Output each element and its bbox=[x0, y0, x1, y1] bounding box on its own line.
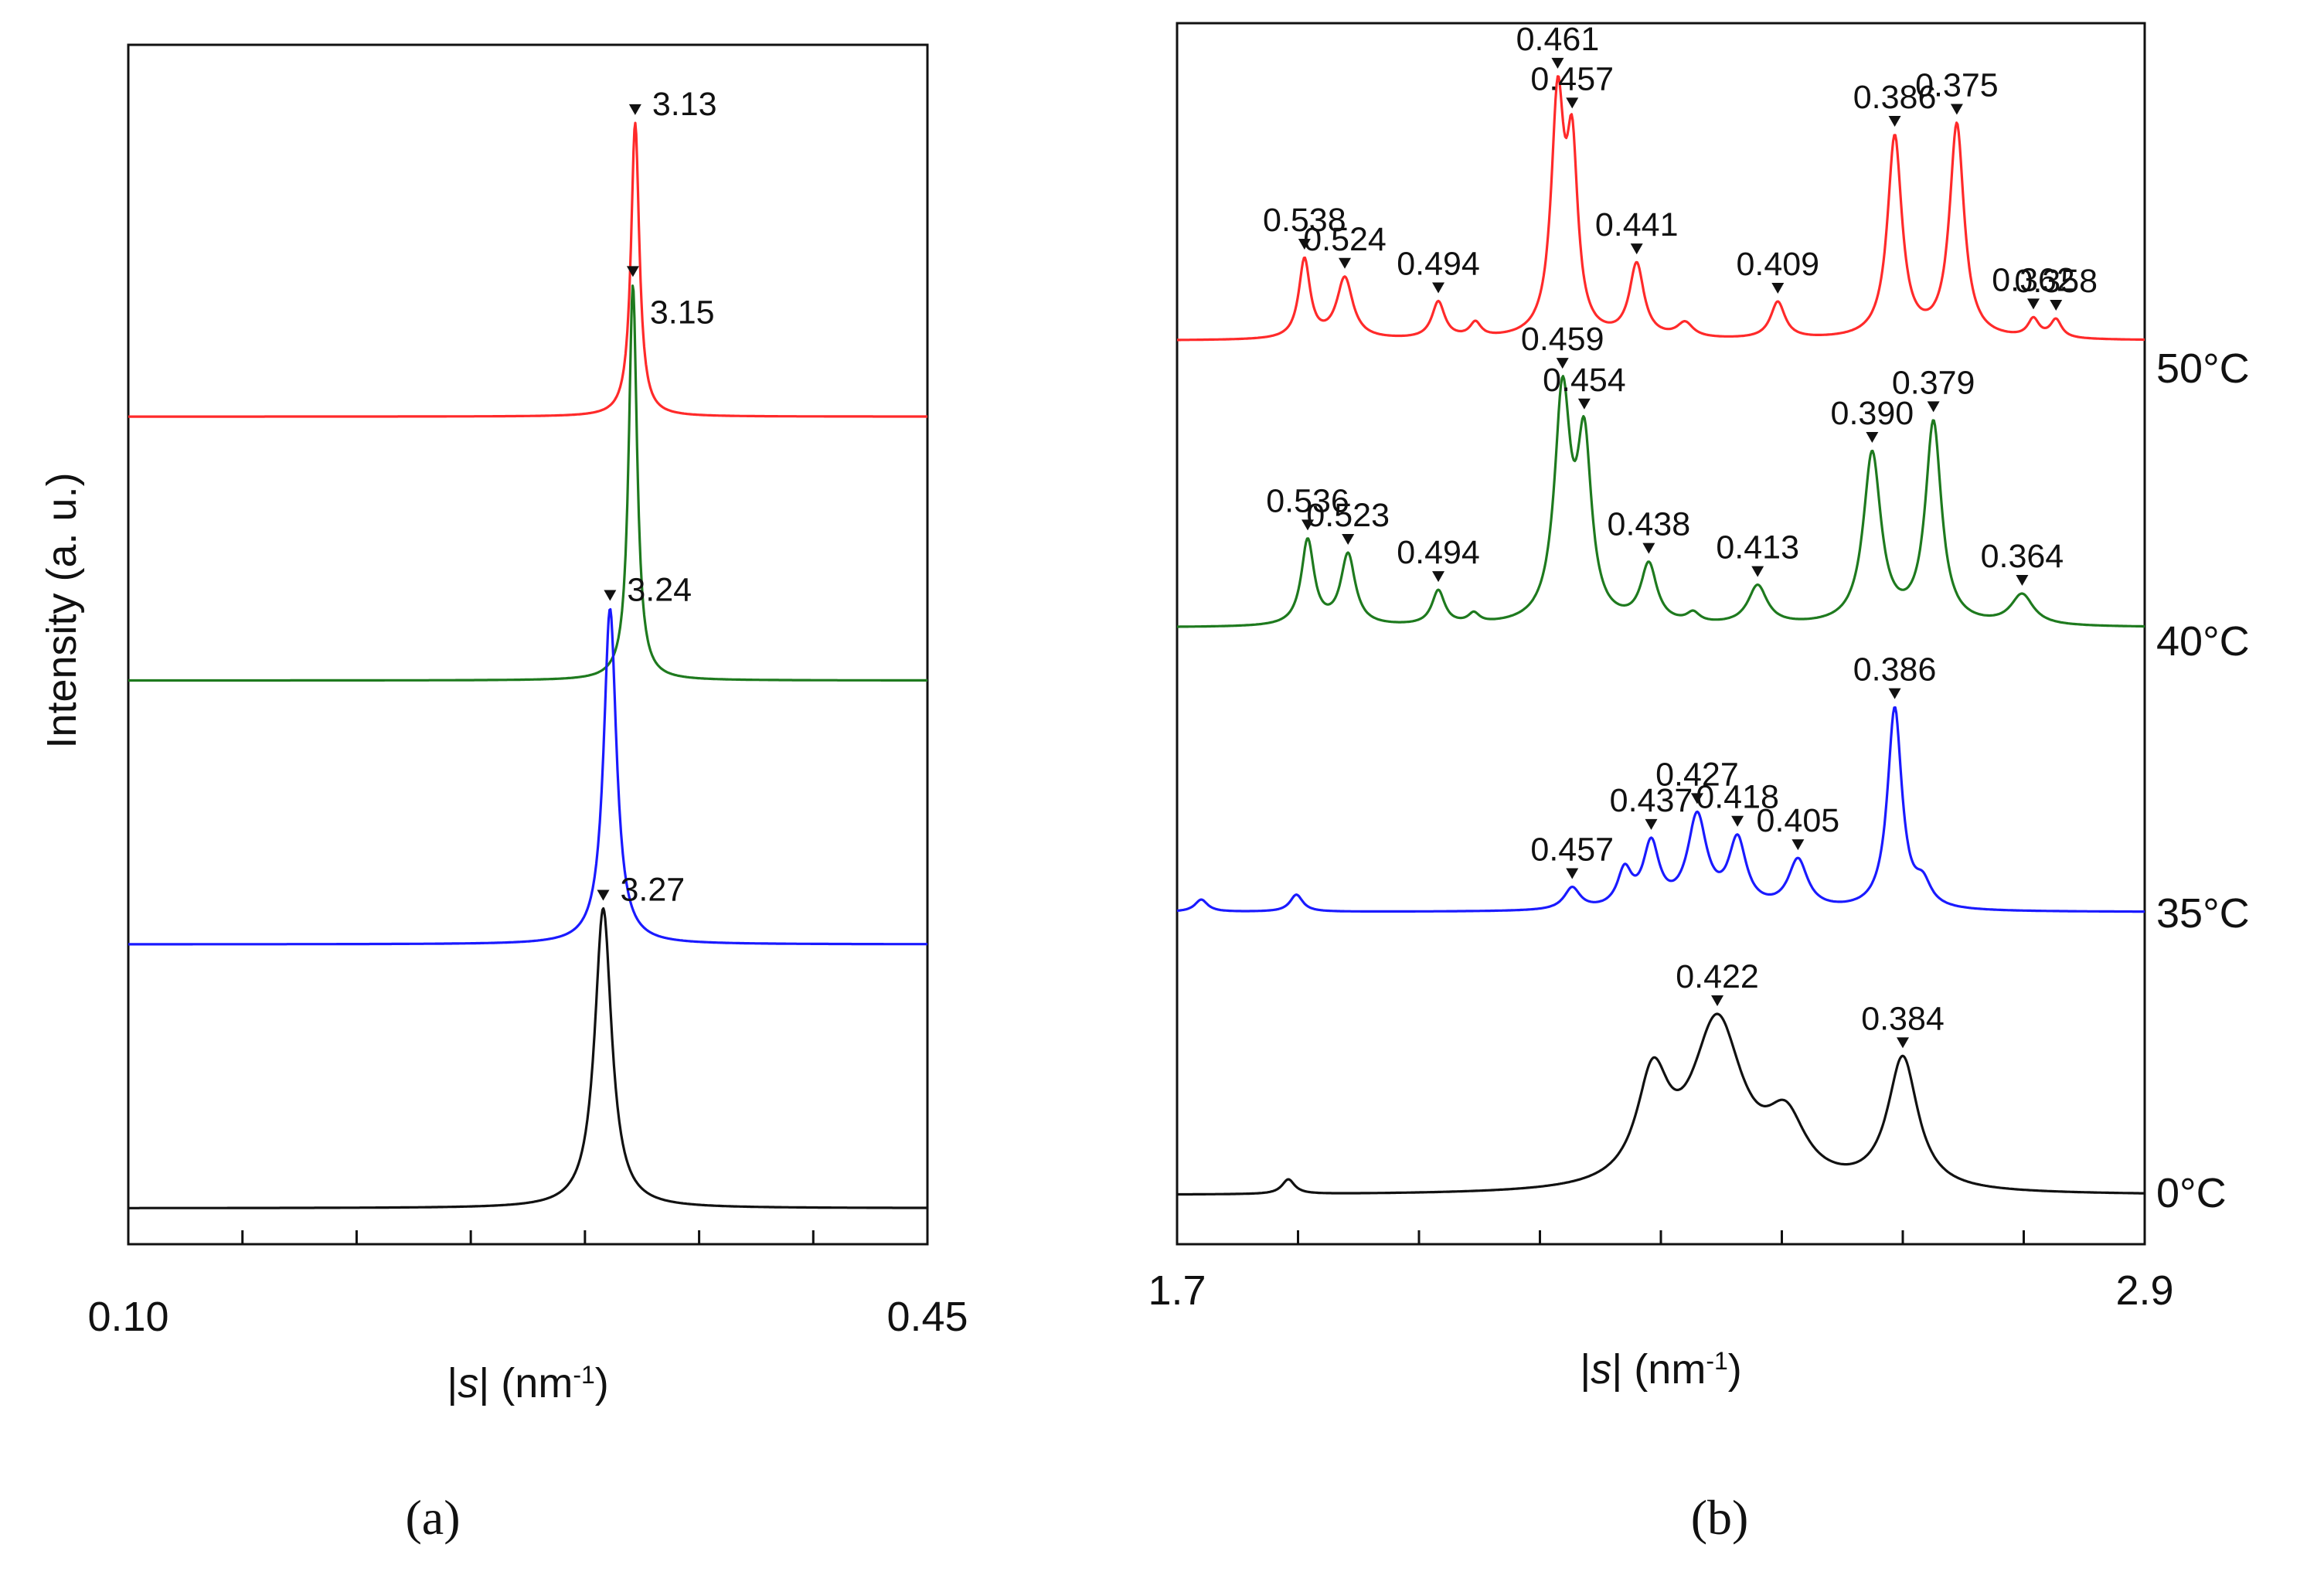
panel-a-label: (a) bbox=[405, 1490, 460, 1545]
peak-marker bbox=[1556, 358, 1569, 369]
peak-label: 0.457 bbox=[1530, 60, 1614, 97]
peak-label: 3.15 bbox=[650, 294, 715, 331]
peak-marker bbox=[1551, 57, 1564, 69]
peak-marker bbox=[1731, 815, 1744, 827]
peak-label: 0.384 bbox=[1861, 1000, 1945, 1037]
temp-label-35: 35°C bbox=[2156, 890, 2250, 937]
peak-marker bbox=[1298, 238, 1311, 250]
peak-marker bbox=[1897, 1037, 1909, 1049]
peak-label: 0.422 bbox=[1676, 958, 1759, 995]
peak-marker bbox=[2050, 300, 2063, 311]
panel-b-xtick-left: 1.7 bbox=[1148, 1267, 1206, 1314]
peak-marker bbox=[2016, 575, 2029, 587]
peak-label: 3.13 bbox=[652, 86, 717, 123]
panel-a-xtick-right: 0.45 bbox=[886, 1294, 968, 1340]
panel-a: 3.13 3.15 3.24 3.27 0.10 0.45 |s| (nm-1) In… bbox=[39, 43, 968, 1545]
peak-marker bbox=[597, 889, 610, 901]
panel-b-xlabel: |s| (nm-1) bbox=[1580, 1346, 1742, 1393]
series-50c-line bbox=[128, 121, 928, 418]
peak-label: 0.536 bbox=[1266, 482, 1349, 519]
peak-label: 0.494 bbox=[1397, 534, 1480, 571]
peak-marker bbox=[1888, 115, 1901, 127]
peak-marker bbox=[1751, 566, 1764, 577]
peak-label: 0.386 bbox=[1853, 651, 1937, 689]
peak-marker bbox=[1771, 283, 1785, 294]
peak-label: 0.409 bbox=[1736, 246, 1819, 283]
peak-marker bbox=[1630, 243, 1643, 255]
temp-label-0: 0°C bbox=[2156, 1170, 2227, 1216]
panel-b: 0.5380.5240.4940.4610.4570.4410.4090.386… bbox=[1148, 21, 2249, 1545]
peak-marker bbox=[1927, 401, 1940, 413]
panel-a-xtick-left: 0.10 bbox=[87, 1294, 168, 1340]
peak-marker bbox=[1342, 533, 1355, 545]
peak-label: 0.438 bbox=[1608, 506, 1691, 543]
panel-b-ticks bbox=[1297, 1230, 2025, 1244]
panel-a-traces bbox=[128, 121, 928, 1209]
peak-label: 0.461 bbox=[1516, 21, 1600, 58]
peak-label: 3.27 bbox=[620, 871, 685, 908]
series-35c-line bbox=[1176, 706, 2145, 913]
panel-b-traces bbox=[1176, 75, 2145, 1196]
peak-label: 0.390 bbox=[1831, 395, 1914, 432]
series-35c-line bbox=[128, 607, 928, 946]
peak-label: 0.362 bbox=[1992, 261, 2075, 298]
peak-label: 0.538 bbox=[1263, 202, 1346, 239]
peak-label: 0.413 bbox=[1716, 529, 1799, 566]
panel-a-frame bbox=[127, 43, 929, 1246]
peak-label: 0.494 bbox=[1397, 245, 1480, 282]
peak-label: 0.379 bbox=[1892, 364, 1975, 401]
series-50c-line bbox=[1176, 75, 2145, 342]
peak-label: 0.386 bbox=[1853, 79, 1937, 116]
peak-marker bbox=[1866, 432, 1879, 444]
peak-marker bbox=[604, 590, 617, 601]
peak-label: 0.405 bbox=[1757, 802, 1840, 839]
peak-label: 0.459 bbox=[1521, 321, 1604, 358]
panel-a-ticks bbox=[241, 1230, 815, 1244]
peak-marker bbox=[1645, 818, 1658, 830]
peak-label: 0.441 bbox=[1595, 206, 1679, 243]
panel-a-peak-labels: 3.13 3.15 3.24 3.27 bbox=[597, 86, 717, 908]
peak-label: 3.24 bbox=[627, 571, 692, 608]
panel-b-xtick-right: 2.9 bbox=[2115, 1267, 2173, 1314]
series-40c-line bbox=[1176, 375, 2145, 628]
peak-marker bbox=[1302, 519, 1315, 531]
peak-marker bbox=[628, 104, 641, 115]
peak-label: 0.523 bbox=[1306, 497, 1390, 534]
peak-label: 0.454 bbox=[1543, 362, 1626, 399]
peak-marker bbox=[1566, 97, 1579, 109]
peak-label: 0.457 bbox=[1530, 832, 1614, 869]
panel-a-ylabel: Intensity (a. u.) bbox=[39, 472, 85, 748]
temp-label-40: 40°C bbox=[2156, 618, 2250, 665]
series-0c-line bbox=[1176, 1012, 2145, 1196]
peak-marker bbox=[2027, 298, 2040, 310]
peak-label: 0.358 bbox=[2014, 263, 2098, 300]
peak-label: 0.427 bbox=[1655, 756, 1739, 793]
peak-label: 0.364 bbox=[1981, 538, 2064, 575]
peak-label: 0.418 bbox=[1696, 779, 1779, 816]
peak-marker bbox=[1950, 104, 1963, 115]
peak-marker bbox=[1888, 688, 1901, 699]
series-0c-line bbox=[128, 906, 928, 1209]
peak-marker bbox=[1690, 793, 1703, 804]
panel-a-xlabel: |s| (nm-1) bbox=[447, 1360, 609, 1406]
temp-label-50: 50°C bbox=[2156, 345, 2250, 392]
peak-marker bbox=[1791, 839, 1805, 851]
series-40c-line bbox=[128, 284, 928, 682]
peak-marker bbox=[1711, 995, 1724, 1006]
peak-marker bbox=[1432, 282, 1445, 294]
peak-marker bbox=[1339, 257, 1352, 269]
peak-marker bbox=[1432, 571, 1445, 583]
panel-b-peak-labels: 0.5380.5240.4940.4610.4570.4410.4090.386… bbox=[1263, 21, 2098, 1049]
panel-b-label: (b) bbox=[1691, 1490, 1749, 1545]
peak-label: 0.437 bbox=[1610, 782, 1693, 819]
peak-marker bbox=[626, 266, 639, 277]
peak-marker bbox=[1642, 543, 1655, 554]
peak-marker bbox=[1566, 868, 1579, 879]
peak-label: 0.375 bbox=[1915, 67, 1999, 104]
peak-label: 0.524 bbox=[1303, 221, 1387, 258]
peak-marker bbox=[1577, 398, 1591, 410]
